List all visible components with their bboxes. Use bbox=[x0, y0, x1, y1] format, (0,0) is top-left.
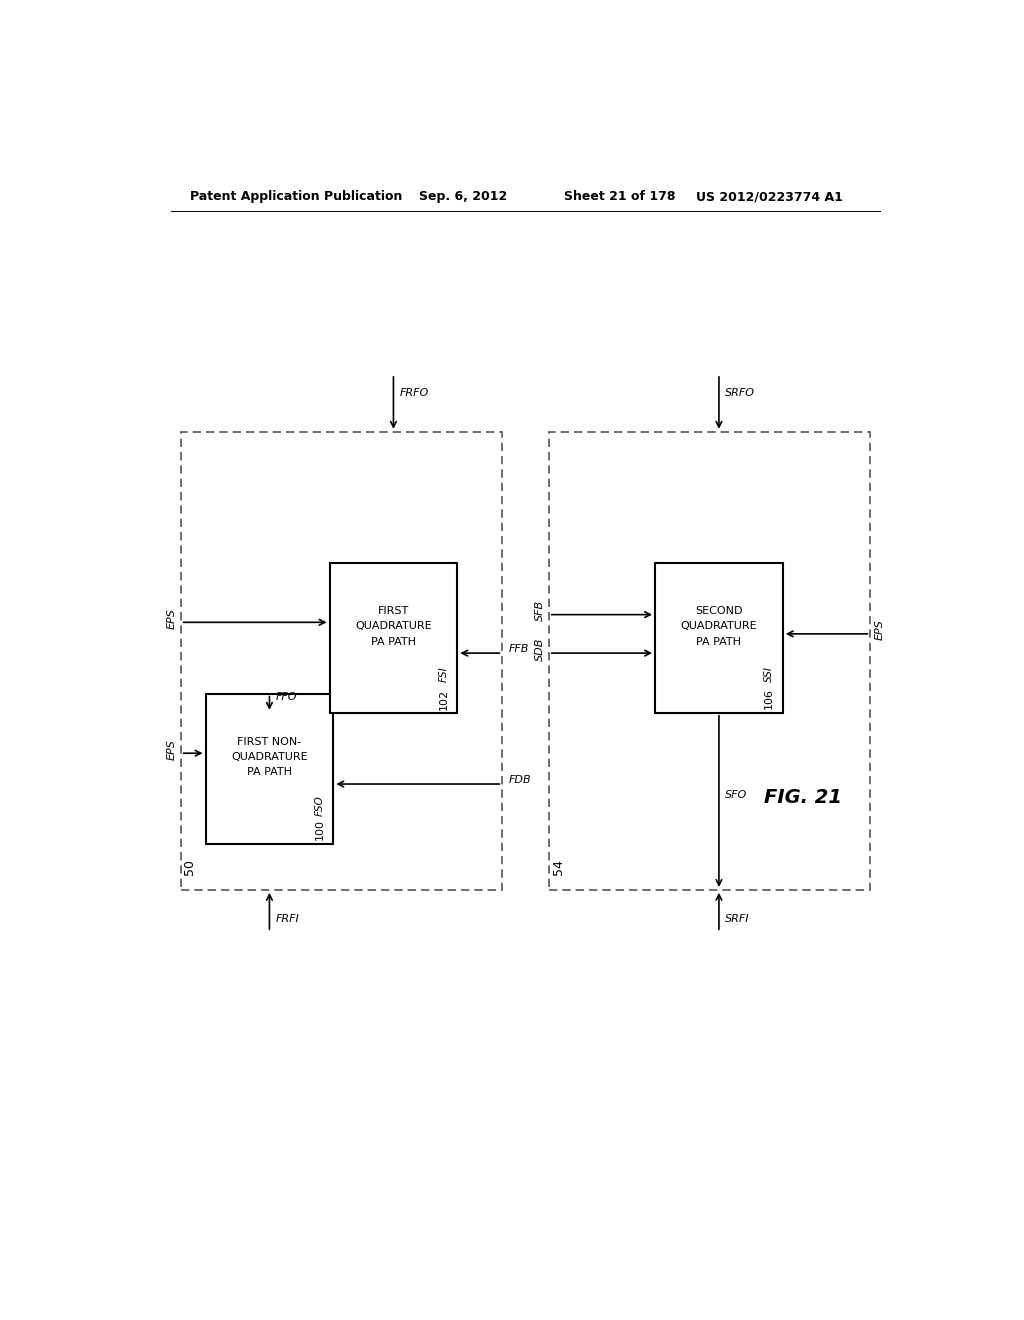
Text: QUADRATURE: QUADRATURE bbox=[231, 752, 308, 762]
Text: EPS: EPS bbox=[167, 609, 177, 628]
Bar bbox=[655, 562, 783, 713]
Text: SFB: SFB bbox=[535, 601, 545, 622]
Text: FSO: FSO bbox=[314, 795, 325, 816]
Text: PA PATH: PA PATH bbox=[696, 636, 741, 647]
Text: QUADRATURE: QUADRATURE bbox=[681, 622, 758, 631]
Text: 106: 106 bbox=[764, 689, 774, 709]
Bar bbox=[549, 432, 870, 890]
Text: PA PATH: PA PATH bbox=[371, 636, 416, 647]
Text: Patent Application Publication: Patent Application Publication bbox=[190, 190, 402, 203]
Bar bbox=[330, 562, 458, 713]
Text: SRFI: SRFI bbox=[725, 915, 750, 924]
Text: SRFO: SRFO bbox=[725, 388, 755, 399]
Text: PA PATH: PA PATH bbox=[247, 767, 292, 777]
Text: 100: 100 bbox=[314, 820, 325, 841]
Text: SDB: SDB bbox=[535, 638, 545, 661]
Text: FFO: FFO bbox=[275, 692, 297, 702]
Text: SFO: SFO bbox=[725, 791, 748, 800]
Text: US 2012/0223774 A1: US 2012/0223774 A1 bbox=[696, 190, 843, 203]
Text: FIG. 21: FIG. 21 bbox=[764, 788, 842, 807]
Text: SSI: SSI bbox=[764, 667, 774, 682]
Text: Sheet 21 of 178: Sheet 21 of 178 bbox=[564, 190, 676, 203]
Bar bbox=[206, 693, 334, 843]
Text: SECOND: SECOND bbox=[695, 606, 742, 615]
Text: FIRST: FIRST bbox=[378, 606, 409, 615]
Text: 50: 50 bbox=[183, 859, 197, 875]
Text: FDB: FDB bbox=[509, 775, 531, 785]
Text: FRFI: FRFI bbox=[275, 915, 299, 924]
Text: 102: 102 bbox=[438, 688, 449, 710]
Text: FRFO: FRFO bbox=[399, 388, 429, 399]
Text: QUADRATURE: QUADRATURE bbox=[355, 622, 432, 631]
Text: EPS: EPS bbox=[874, 619, 885, 640]
Text: Sep. 6, 2012: Sep. 6, 2012 bbox=[419, 190, 507, 203]
Text: EPS: EPS bbox=[167, 739, 177, 760]
Text: FSI: FSI bbox=[438, 667, 449, 682]
Text: FFB: FFB bbox=[509, 644, 529, 655]
Bar bbox=[180, 432, 503, 890]
Text: 54: 54 bbox=[552, 859, 564, 875]
Text: FIRST NON-: FIRST NON- bbox=[238, 737, 301, 747]
